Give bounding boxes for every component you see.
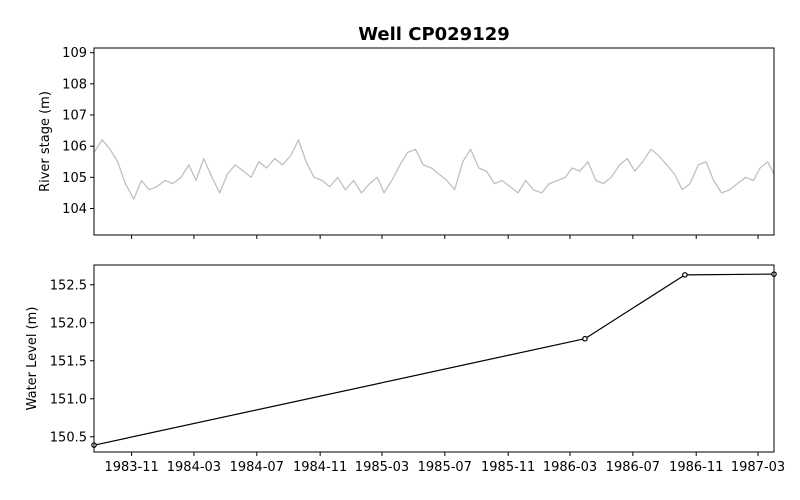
water-level-y-tick-label: 152.5: [50, 278, 87, 293]
river-stage-y-tick-label: 108: [62, 77, 87, 92]
x-tick-label: 1984-03: [167, 460, 221, 475]
river-stage-y-axis-label: River stage (m): [38, 91, 53, 192]
water-level-y-tick-label: 152.0: [50, 316, 87, 331]
x-tick-label: 1986-11: [669, 460, 723, 475]
x-tick-label: 1984-11: [293, 460, 347, 475]
x-tick-label: 1985-07: [418, 460, 472, 475]
x-tick-label: 1986-07: [606, 460, 660, 475]
river-stage-y-tick-label: 104: [62, 202, 87, 217]
water-level-y-tick-label: 151.5: [50, 354, 87, 369]
water-level-panel: 150.5 151.0 151.5 152.0 152.5 1983-11 1984-03…: [25, 264, 785, 475]
x-tick-label: 1984-07: [230, 460, 284, 475]
river-stage-x-axis-ticks: [131, 235, 759, 239]
river-stage-y-tick-label: 109: [62, 46, 87, 61]
water-level-line: [93, 273, 775, 446]
x-tick-label: 1985-03: [355, 460, 409, 475]
river-stage-y-tick-label: 105: [62, 171, 87, 186]
water-level-y-axis-label: Water Level (m): [25, 307, 40, 411]
river-stage-plot-frame: [93, 47, 775, 236]
river-stage-y-tick-label: 106: [62, 140, 87, 155]
chart-title: Well CP029129: [358, 24, 510, 45]
river-stage-line: [93, 139, 775, 200]
x-tick-label: 1987-03: [731, 460, 785, 475]
river-stage-y-axis-ticks: 104 105 106 107 108 109: [62, 46, 94, 217]
river-stage-y-tick-label: 107: [62, 109, 87, 124]
water-level-plot-frame: [93, 264, 775, 453]
x-tick-label: 1983-11: [104, 460, 158, 475]
water-level-y-axis-ticks: 150.5 151.0 151.5 152.0 152.5: [50, 278, 94, 445]
water-level-x-axis-ticks: 1983-11 1984-03 1984-07 1984-11 1985-03 1985-…: [104, 452, 785, 475]
water-level-point: [582, 335, 588, 342]
river-stage-panel: 104 105 106 107 108 109 River stage (m): [38, 46, 775, 239]
x-tick-label: 1986-03: [543, 460, 597, 475]
water-level-y-tick-label: 150.5: [50, 430, 87, 445]
river-stage-plot-area: [94, 48, 774, 235]
x-tick-label: 1985-11: [481, 460, 535, 475]
water-level-point: [682, 272, 688, 278]
river-stage-series: [93, 139, 775, 200]
water-level-y-tick-label: 151.0: [50, 392, 87, 407]
water-level-plot-area: [94, 265, 774, 452]
